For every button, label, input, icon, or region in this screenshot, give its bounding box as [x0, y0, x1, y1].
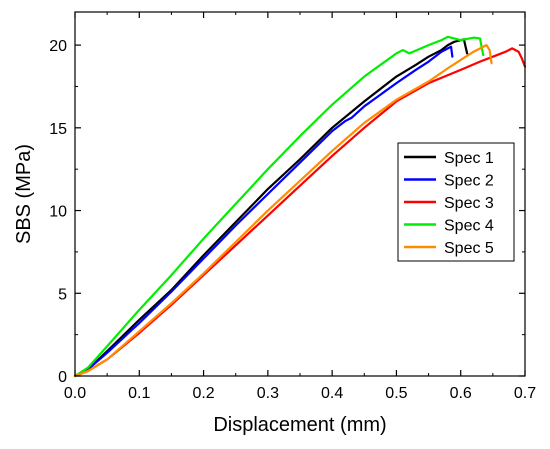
series-line-2 [73, 45, 454, 378]
legend-label: Spec 4 [444, 218, 494, 235]
x-tick-label: 0.4 [321, 385, 343, 402]
legend-label: Spec 5 [444, 240, 494, 257]
y-axis-label: SBS (MPa) [13, 144, 35, 244]
y-tick-label: 15 [49, 121, 67, 138]
x-tick-label: 0.1 [128, 385, 150, 402]
y-tick-label: 20 [49, 38, 67, 55]
x-tick-label: 0.5 [385, 385, 407, 402]
legend-label: Spec 1 [444, 150, 494, 167]
legend: Spec 1 Spec 2 Spec 3 Spec 4 Spec 5 [397, 142, 515, 262]
x-tick-label: 0.3 [257, 385, 279, 402]
y-tick-label: 5 [58, 286, 67, 303]
series-layer [73, 35, 527, 378]
x-tick-label: 0.7 [514, 385, 536, 402]
y-tick-label: 10 [49, 204, 67, 221]
legend-label: Spec 3 [444, 195, 494, 212]
axes-layer: 0.0 0.1 0.2 0.3 0.4 0.5 0.6 0.7 0 5 10 15 20 [49, 11, 536, 402]
y-tick-label: 0 [58, 369, 67, 386]
x-tick-label: 0.0 [64, 385, 86, 402]
x-axis-label: Displacement (mm) [213, 414, 386, 436]
series-line-5 [73, 43, 493, 378]
x-tick-label: 0.6 [450, 385, 472, 402]
series-line-3 [73, 47, 527, 378]
series-line-4 [73, 35, 485, 378]
legend-label: Spec 2 [444, 173, 494, 190]
x-tick-label: 0.2 [192, 385, 214, 402]
